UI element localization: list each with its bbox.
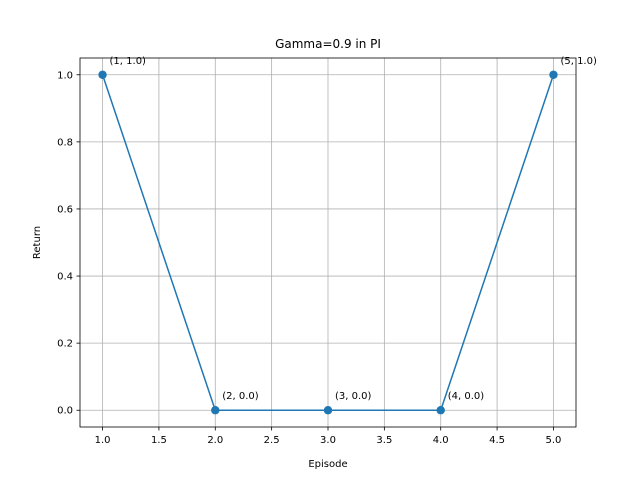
data-point-annotation: (5, 1.0) — [560, 56, 597, 67]
x-tick-label: 1.5 — [151, 435, 167, 446]
x-tick-label: 5.0 — [546, 435, 562, 446]
data-point — [549, 70, 558, 79]
x-tick-label: 2.5 — [264, 435, 280, 446]
x-tick-label: 4.0 — [433, 435, 449, 446]
chart-title: Gamma=0.9 in PI — [275, 37, 381, 51]
data-point-annotation: (4, 0.0) — [448, 391, 485, 402]
y-tick-label: 0.6 — [57, 204, 73, 215]
series-layer — [98, 70, 558, 415]
data-point-annotation: (2, 0.0) — [222, 391, 259, 402]
grid — [80, 58, 576, 427]
y-tick-label: 0.8 — [57, 137, 73, 148]
x-tick-label: 1.0 — [95, 435, 111, 446]
y-tick-label: 0.0 — [57, 406, 73, 417]
annotations: (1, 1.0) (2, 0.0) (3, 0.0) (4, 0.0) (5, 1.0) — [110, 56, 597, 402]
x-tick-label: 2.0 — [207, 435, 223, 446]
x-tick-label: 3.0 — [320, 435, 336, 446]
y-tick-label: 0.2 — [57, 339, 73, 350]
data-point — [436, 406, 445, 415]
ticks: 1.0 1.5 2.0 2.5 3.0 3.5 4.0 4.5 5.0 0.0 0.2 0.4 0.6 0… — [57, 70, 561, 446]
data-point — [211, 406, 220, 415]
y-tick-label: 1.0 — [57, 70, 73, 81]
x-tick-label: 4.5 — [489, 435, 505, 446]
x-axis-label: Episode — [308, 459, 347, 470]
x-tick-label: 3.5 — [376, 435, 392, 446]
data-point-annotation: (1, 1.0) — [110, 56, 147, 67]
y-tick-label: 0.4 — [57, 272, 73, 283]
data-point — [323, 406, 333, 415]
y-axis-label: Return — [32, 226, 43, 259]
data-point — [98, 70, 107, 79]
data-point-annotation: (3, 0.0) — [335, 391, 372, 402]
